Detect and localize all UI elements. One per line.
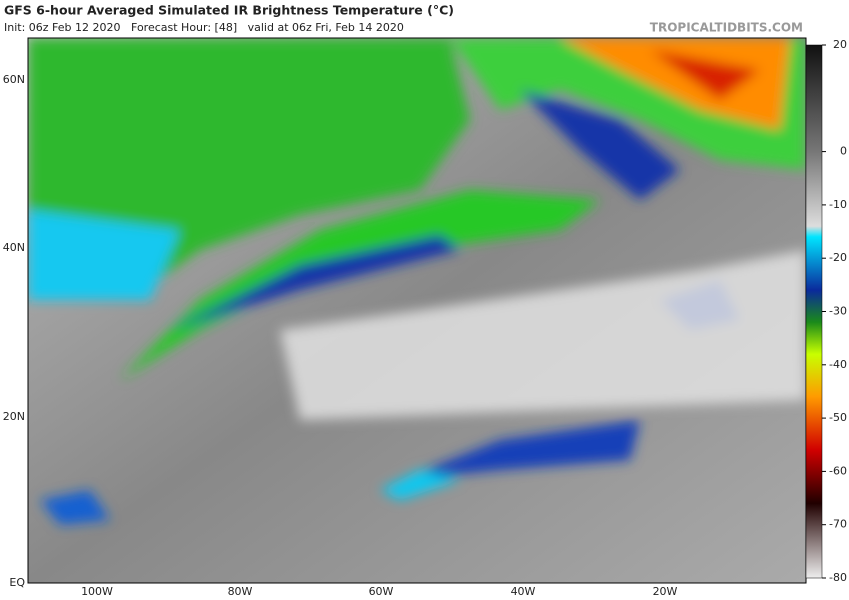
- colorbar-tick-label: -50: [829, 411, 847, 424]
- colorbar-tick-label: -10: [829, 198, 847, 211]
- watermark: TROPICALTIDBITS.COM: [650, 21, 803, 35]
- init-line: Init: 06z Feb 12 2020 Forecast Hour: [48…: [4, 21, 404, 34]
- lon-label: 80W: [228, 585, 253, 598]
- colorbar-tick-label: -70: [829, 518, 847, 531]
- colorbar-tick-label: 0: [840, 145, 847, 158]
- map: [27, 37, 807, 584]
- lat-label: 60N: [3, 73, 25, 86]
- lon-label: 40W: [511, 585, 536, 598]
- colorbar-tick-label: -20: [829, 251, 847, 264]
- lon-label: 100W: [81, 585, 113, 598]
- lat-label: 40N: [3, 241, 25, 254]
- colorbar-tick-label: -30: [829, 305, 847, 318]
- lat-label: 20N: [3, 410, 25, 423]
- colorbar: [805, 44, 823, 579]
- colorbar-tick-label: -60: [829, 464, 847, 477]
- lat-label: EQ: [9, 576, 25, 589]
- colorbar-tick-label: 20: [833, 38, 847, 51]
- title: GFS 6-hour Averaged Simulated IR Brightn…: [4, 3, 454, 18]
- colorbar-tick-label: -80: [829, 571, 847, 584]
- colorbar-tick-label: -40: [829, 358, 847, 371]
- lon-label: 20W: [653, 585, 678, 598]
- lon-label: 60W: [369, 585, 394, 598]
